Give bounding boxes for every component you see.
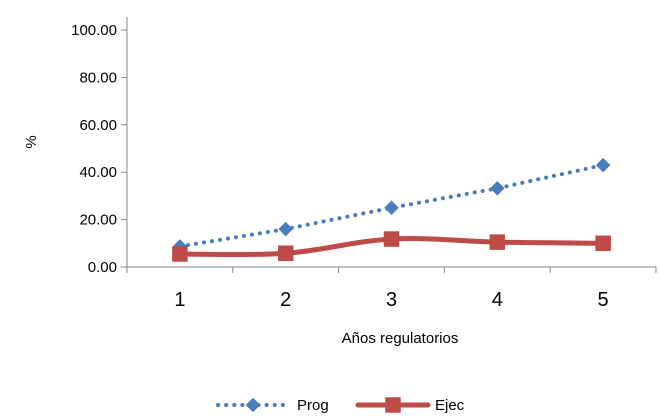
x-tick-label: 1 [174, 289, 185, 311]
legend: Prog Ejec [216, 397, 465, 414]
legend-item-prog: Prog [216, 397, 329, 414]
y-tick-label: 100.00 [71, 22, 117, 39]
y-tick-label: 40.00 [79, 164, 117, 181]
axes [126, 17, 656, 268]
series-layer [172, 157, 611, 262]
y-tick-label: 20.00 [79, 212, 117, 229]
x-tick-label: 2 [280, 289, 291, 311]
x-tick-label: 3 [386, 289, 397, 311]
data-point-prog [278, 221, 294, 237]
y-axis-title: % [23, 135, 40, 148]
y-tick-label: 80.00 [79, 69, 117, 86]
data-point-ejec [489, 234, 506, 250]
legend-label: Prog [297, 397, 329, 414]
x-axis-title: Años regulatorios [342, 330, 459, 347]
x-tick-label: 4 [492, 289, 503, 311]
data-point-ejec [595, 235, 611, 252]
legend-marker [385, 397, 401, 413]
data-point-ejec [172, 246, 188, 262]
data-point-ejec [277, 245, 294, 262]
data-point-prog [595, 157, 611, 173]
data-point-prog [384, 200, 399, 216]
series-prog [172, 157, 611, 254]
legend-label: Ejec [435, 397, 465, 414]
y-ticks: 0.00 20.00 40.00 60.00 80.00 100.00 [71, 22, 127, 276]
legend-marker [245, 397, 261, 413]
data-point-ejec [383, 231, 400, 247]
y-tick-label: 60.00 [79, 117, 117, 134]
x-tick-label: 5 [598, 289, 609, 311]
data-point-prog [489, 180, 505, 196]
legend-item-ejec: Ejec [355, 397, 465, 414]
y-tick-label: 0.00 [88, 259, 117, 276]
series-line-prog [177, 163, 606, 249]
series-ejec [172, 231, 611, 262]
x-ticks: 1 2 3 4 5 [126, 267, 657, 311]
